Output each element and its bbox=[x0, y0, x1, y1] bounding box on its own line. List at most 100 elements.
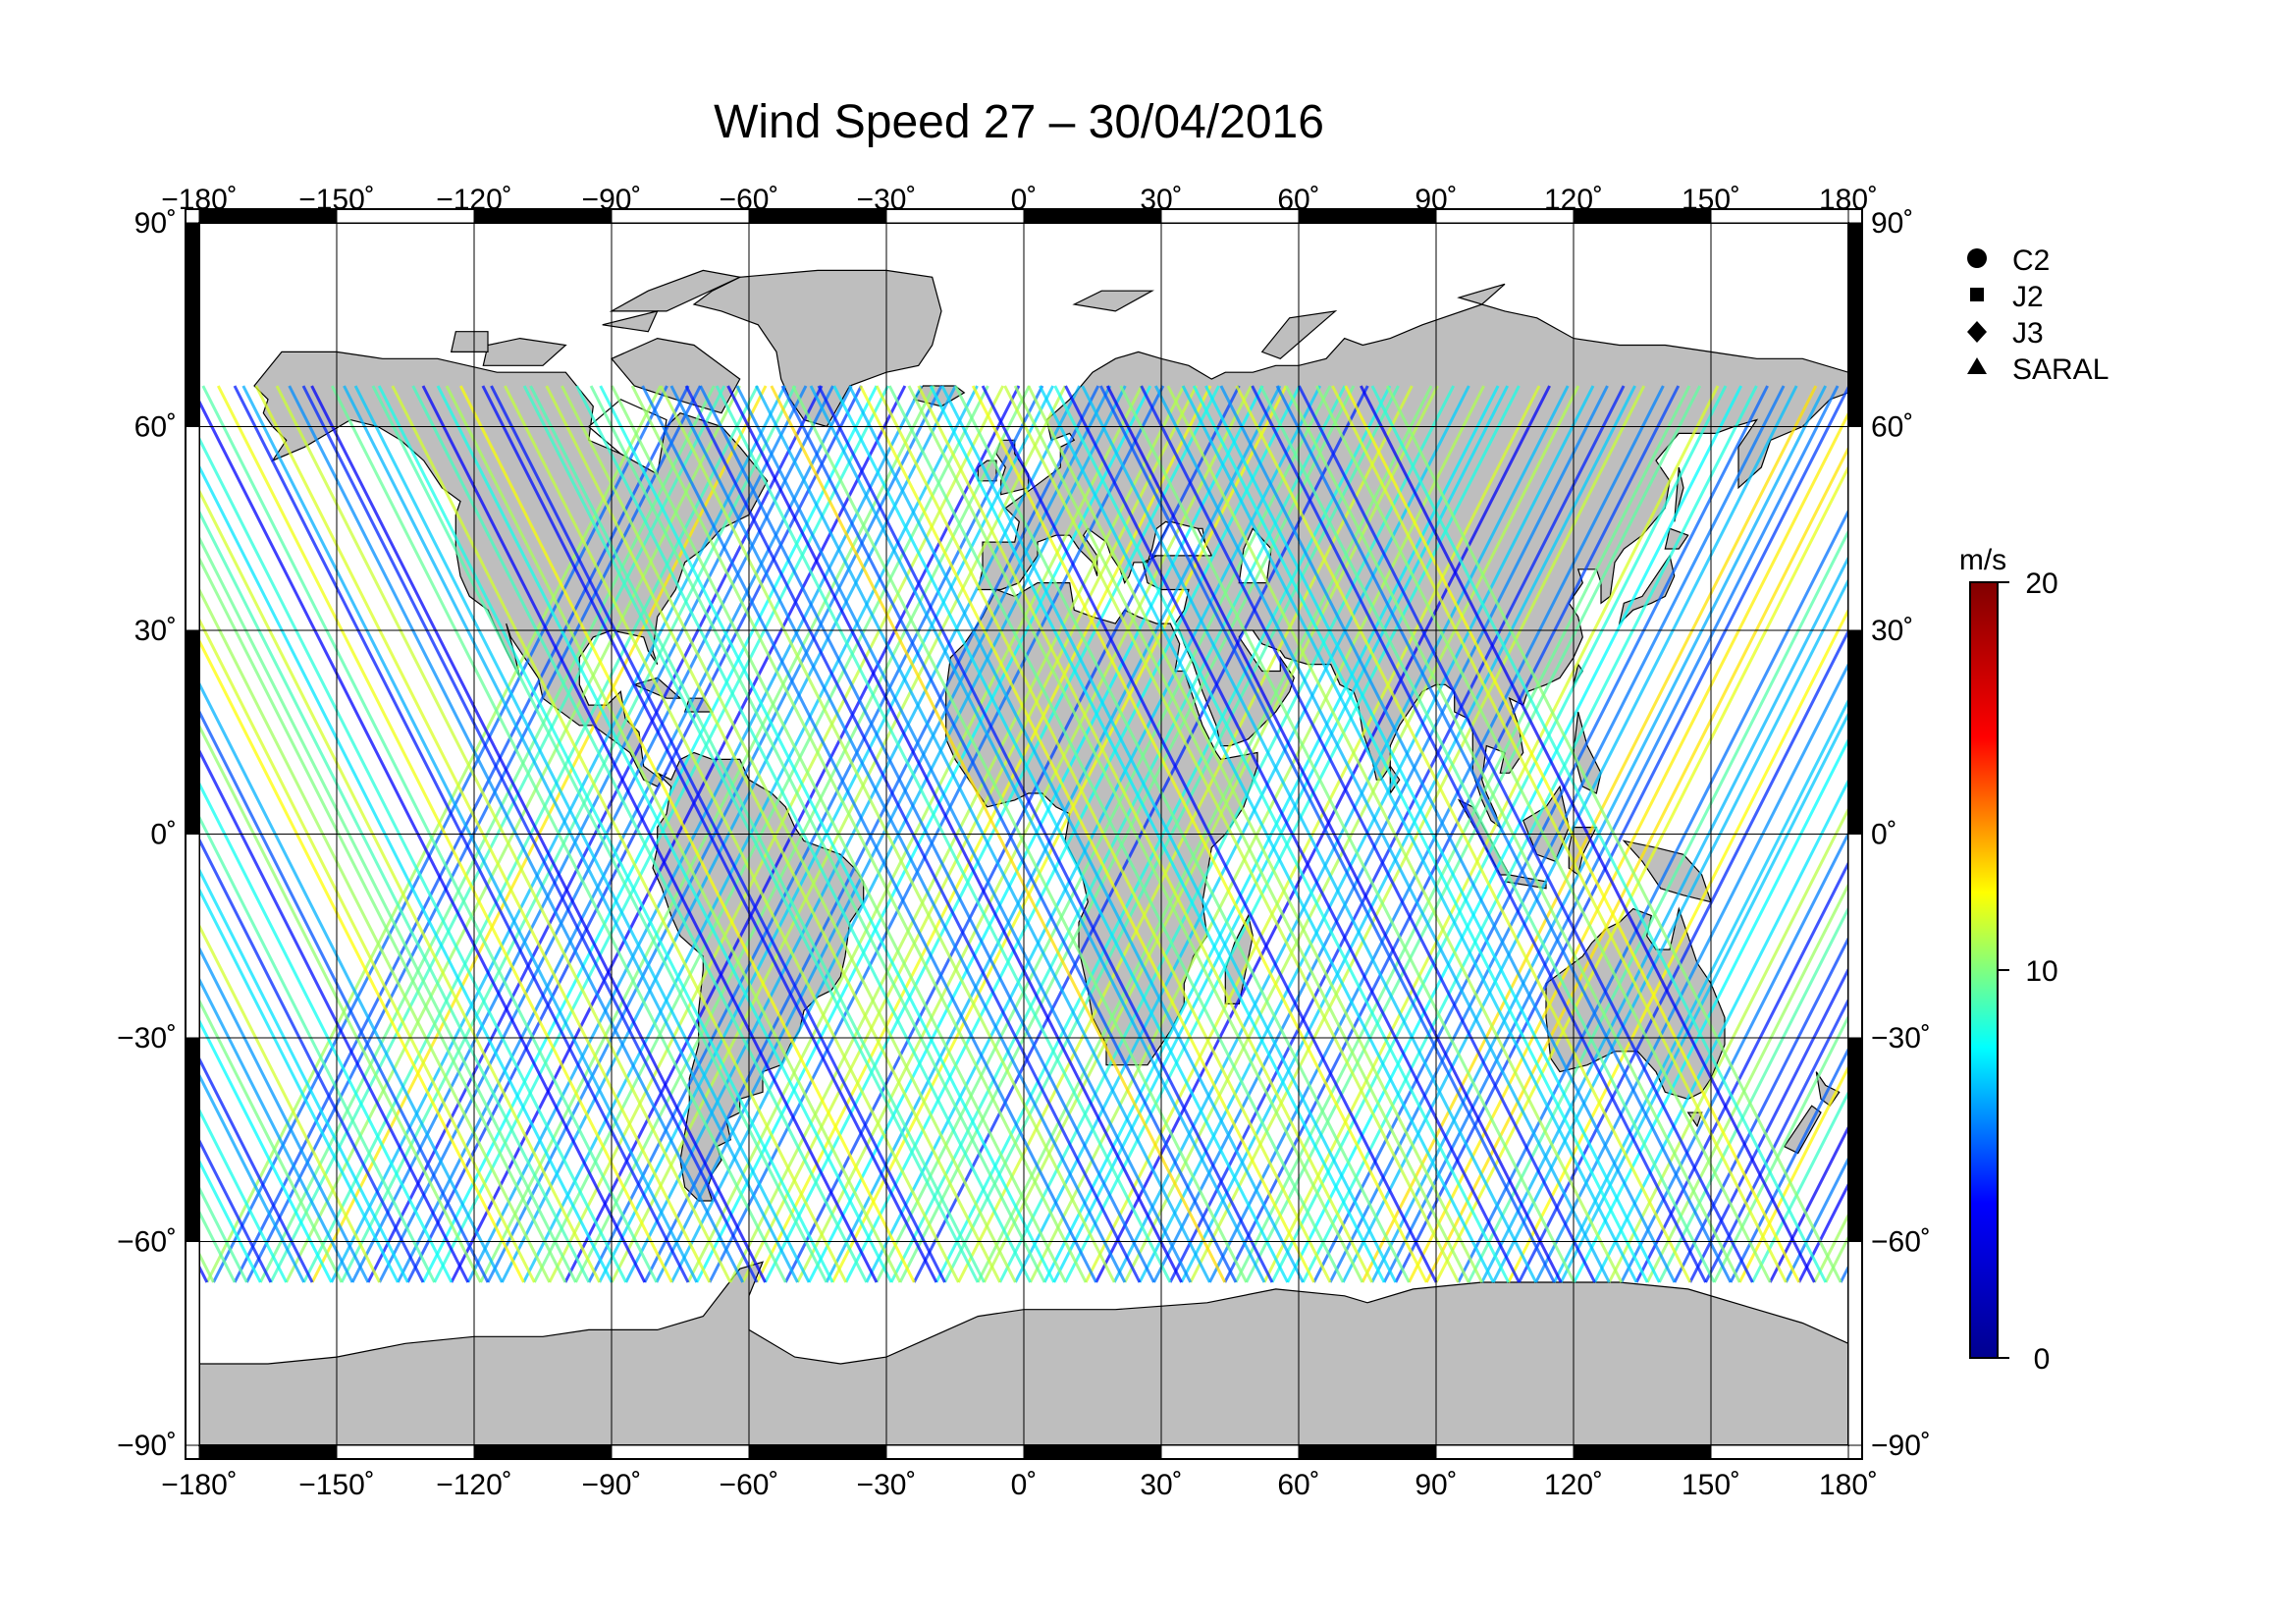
latitude-tick-label-left: 30˚ bbox=[134, 615, 177, 647]
satellite-track bbox=[199, 1072, 305, 1283]
satellite-track bbox=[1729, 1046, 1848, 1283]
longitude-tick-label-top: 180˚ bbox=[1819, 184, 1878, 216]
frame-segment-left bbox=[185, 834, 200, 1039]
sakhalin bbox=[1674, 466, 1684, 522]
satellite-track bbox=[1634, 859, 1848, 1283]
baffin bbox=[611, 337, 741, 414]
circle-marker-icon bbox=[1967, 248, 1987, 268]
satellite-track bbox=[199, 976, 354, 1283]
frame-segment-right bbox=[1847, 1037, 1863, 1242]
square-marker-icon bbox=[1970, 288, 1984, 301]
frame-segment-right bbox=[1847, 1241, 1863, 1446]
devon-island bbox=[602, 310, 659, 333]
satellite-track bbox=[1704, 997, 1848, 1283]
frame-segment-bottom bbox=[748, 1444, 887, 1460]
latitude-labels: 90˚ 90˚ 60˚ 60˚ 30˚ 30˚ 0˚ 0˚ −30˚ −30˚ −60˚ −60˚ −9… bbox=[117, 207, 1931, 1462]
longitude-tick-label-top: −30˚ bbox=[857, 184, 917, 216]
colorbar-ticks: 0 10 20 bbox=[1998, 568, 2058, 1376]
colorbar: m/s 0 10 20 bbox=[1959, 544, 2058, 1376]
frame-segment-left bbox=[185, 426, 200, 631]
latitude-tick-label-right: −60˚ bbox=[1871, 1226, 1931, 1259]
map-area bbox=[198, 222, 1849, 1446]
satellite-track bbox=[199, 837, 425, 1283]
frame-segment-right bbox=[1847, 222, 1863, 427]
frame-segment-right bbox=[1847, 834, 1863, 1039]
colorbar-tick-label: 10 bbox=[2025, 955, 2057, 988]
frame-segment-bottom bbox=[1573, 1444, 1712, 1460]
legend-item-saral: SARAL bbox=[1967, 353, 2109, 386]
longitude-tick-label-bottom: 150˚ bbox=[1682, 1469, 1740, 1501]
satellite-track bbox=[1797, 1181, 1848, 1283]
longitude-tick-label-top: −120˚ bbox=[436, 184, 512, 216]
frame-segment-bottom bbox=[1023, 1444, 1162, 1460]
longitude-tick-label-bottom: −120˚ bbox=[436, 1469, 512, 1501]
banks-island bbox=[450, 331, 489, 352]
latitude-tick-label-right: −30˚ bbox=[1871, 1022, 1931, 1055]
frame-segment-bottom bbox=[1160, 1444, 1300, 1460]
latitude-tick-label-left: 60˚ bbox=[134, 411, 177, 444]
legend-item-j2: J2 bbox=[1970, 281, 2044, 313]
longitude-tick-label-top: 120˚ bbox=[1544, 184, 1603, 216]
longitude-tick-label-top: 90˚ bbox=[1415, 184, 1457, 216]
longitude-tick-label-top: −180˚ bbox=[161, 184, 238, 216]
frame-segment-left bbox=[185, 222, 200, 427]
satellite-track bbox=[199, 1107, 288, 1283]
new-zealand bbox=[1783, 1105, 1822, 1155]
longitude-tick-label-bottom: 90˚ bbox=[1415, 1469, 1457, 1501]
longitude-tick-label-bottom: 30˚ bbox=[1140, 1469, 1182, 1501]
satellite-track bbox=[1712, 1013, 1848, 1283]
legend-label: C2 bbox=[2012, 244, 2050, 277]
longitude-tick-label-top: 60˚ bbox=[1277, 184, 1319, 216]
map-frame bbox=[185, 208, 1863, 1460]
longitude-tick-label-bottom: 0˚ bbox=[1011, 1469, 1038, 1501]
legend-label: SARAL bbox=[2012, 353, 2109, 386]
longitude-tick-label-top: 30˚ bbox=[1140, 184, 1182, 216]
satellite-track bbox=[199, 945, 370, 1283]
latitude-tick-label-left: 90˚ bbox=[134, 207, 177, 240]
frame-segment-bottom bbox=[611, 1444, 750, 1460]
frame-segment-bottom bbox=[336, 1444, 475, 1460]
satellite-track bbox=[199, 998, 344, 1283]
longitude-tick-label-bottom: −150˚ bbox=[298, 1469, 375, 1501]
longitude-tick-label-top: −60˚ bbox=[720, 184, 779, 216]
frame-segment-left bbox=[185, 1037, 200, 1242]
colorbar-tick-label: 20 bbox=[2025, 568, 2057, 600]
satellite-track bbox=[199, 1251, 215, 1283]
longitude-tick-label-bottom: −60˚ bbox=[720, 1469, 779, 1501]
longitude-tick-label-bottom: 120˚ bbox=[1544, 1469, 1603, 1501]
frame-segment-bottom bbox=[885, 1444, 1025, 1460]
frame-segment-bottom bbox=[1435, 1444, 1575, 1460]
latitude-tick-label-right: 90˚ bbox=[1871, 207, 1913, 240]
latitude-tick-label-right: 30˚ bbox=[1871, 615, 1913, 647]
longitude-tick-label-top: −150˚ bbox=[298, 184, 375, 216]
legend: C2 J2 J3 SARAL bbox=[1967, 244, 2109, 386]
latitude-tick-label-right: 60˚ bbox=[1871, 411, 1913, 444]
latitude-tick-label-right: 0˚ bbox=[1871, 819, 1897, 851]
map-title: Wind Speed 27 – 30/04/2016 bbox=[714, 96, 1324, 148]
triangle-marker-icon bbox=[1967, 357, 1987, 374]
longitude-tick-label-bottom: 180˚ bbox=[1819, 1469, 1878, 1501]
frame-segment-bottom bbox=[473, 1444, 613, 1460]
satellite-track bbox=[1750, 1089, 1848, 1283]
latitude-tick-label-left: −30˚ bbox=[117, 1022, 177, 1055]
colorbar-tick-label: 0 bbox=[2034, 1343, 2051, 1376]
longitude-tick-label-top: 150˚ bbox=[1682, 184, 1740, 216]
latitude-tick-label-left: −90˚ bbox=[117, 1430, 177, 1462]
svalbard bbox=[1072, 290, 1155, 312]
colorbar-unit: m/s bbox=[1959, 544, 2006, 576]
diamond-marker-icon bbox=[1967, 321, 1987, 343]
longitude-tick-label-top: 0˚ bbox=[1011, 184, 1038, 216]
colorbar-gradient bbox=[1969, 581, 1999, 1359]
longitude-tick-label-bottom: −30˚ bbox=[857, 1469, 917, 1501]
legend-label: J2 bbox=[2012, 281, 2044, 313]
satellite-track bbox=[199, 1055, 314, 1283]
longitude-tick-label-bottom: −90˚ bbox=[582, 1469, 642, 1501]
frame-outline bbox=[185, 208, 1863, 1460]
frame-segment-bottom bbox=[1298, 1444, 1437, 1460]
satellite-track bbox=[1768, 1124, 1848, 1283]
latitude-tick-label-right: −90˚ bbox=[1871, 1430, 1931, 1462]
graticule bbox=[199, 223, 1848, 1445]
satellite-track bbox=[1839, 1264, 1848, 1283]
latitude-tick-label-left: −60˚ bbox=[117, 1226, 177, 1259]
